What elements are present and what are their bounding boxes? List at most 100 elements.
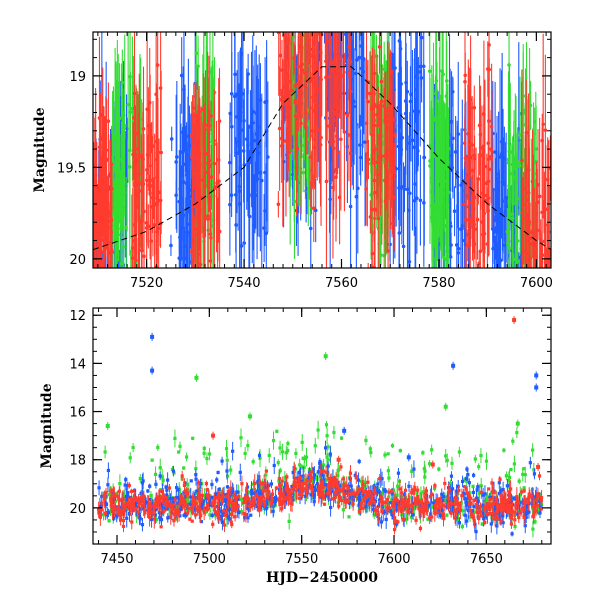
data-point <box>366 330 370 334</box>
data-point <box>401 244 406 249</box>
data-point <box>427 69 432 73</box>
data-point <box>368 91 372 96</box>
data-point <box>349 24 353 28</box>
data-point <box>283 14 287 18</box>
data-point <box>409 515 413 519</box>
data-point <box>290 484 294 489</box>
data-point <box>288 0 292 2</box>
data-point <box>391 488 396 492</box>
data-point <box>268 497 272 501</box>
data-point <box>146 143 151 148</box>
data-point <box>122 492 126 497</box>
data-point <box>415 196 419 201</box>
data-point <box>548 269 552 273</box>
data-point <box>276 202 281 207</box>
data-point <box>363 140 367 144</box>
data-point <box>523 250 528 255</box>
data-point <box>312 476 316 480</box>
data-point <box>185 495 189 499</box>
data-point <box>158 474 162 478</box>
data-point <box>498 258 503 262</box>
data-point <box>365 28 369 32</box>
data-point <box>108 315 112 319</box>
data-point <box>393 66 397 70</box>
data-point <box>121 171 126 176</box>
data-point <box>106 119 111 123</box>
data-point <box>202 493 207 498</box>
data-point <box>474 496 479 500</box>
data-point <box>202 226 206 231</box>
data-point <box>122 282 126 286</box>
data-point <box>403 111 408 116</box>
data-point <box>501 156 506 161</box>
data-point <box>181 130 185 135</box>
data-point <box>320 467 324 472</box>
data-point <box>492 508 497 512</box>
data-point <box>155 175 160 180</box>
data-point <box>354 194 359 199</box>
data-point <box>423 469 427 473</box>
data-point <box>535 228 540 233</box>
data-point <box>115 85 120 90</box>
data-point <box>369 107 374 111</box>
data-point <box>296 64 301 69</box>
data-point <box>202 451 206 455</box>
data-point <box>262 226 266 230</box>
data-point <box>124 225 128 230</box>
data-point <box>327 124 331 128</box>
data-point <box>205 170 210 175</box>
data-point <box>234 223 238 227</box>
data-point <box>529 271 533 275</box>
data-point <box>520 327 524 331</box>
data-point <box>522 486 526 490</box>
data-point <box>377 45 382 49</box>
data-point <box>400 185 404 189</box>
data-point <box>312 473 316 477</box>
data-point <box>327 40 331 44</box>
data-point <box>211 26 215 30</box>
data-point <box>91 268 95 272</box>
data-point <box>318 465 322 469</box>
data-point <box>509 500 514 504</box>
data-point <box>534 147 538 151</box>
data-point <box>486 196 491 201</box>
data-point <box>457 450 461 454</box>
data-point <box>326 458 330 462</box>
data-point <box>307 38 311 43</box>
data-point <box>369 450 373 455</box>
data-point <box>445 513 449 517</box>
data-point <box>430 176 434 180</box>
data-point <box>287 519 291 523</box>
data-point <box>209 236 213 240</box>
data-point <box>92 278 96 282</box>
data-point <box>340 74 344 78</box>
data-point <box>382 488 386 492</box>
data-point <box>341 508 345 512</box>
data-point <box>531 448 535 452</box>
data-point <box>379 99 384 104</box>
data-point <box>96 205 101 209</box>
data-point <box>446 190 451 195</box>
data-point <box>343 481 347 485</box>
data-point <box>523 510 528 514</box>
data-point <box>448 481 453 486</box>
data-point <box>251 109 255 114</box>
data-point <box>465 479 469 483</box>
data-point <box>301 456 305 460</box>
data-point <box>510 216 515 221</box>
data-point <box>412 145 417 150</box>
data-point <box>410 469 414 473</box>
data-point <box>416 149 420 153</box>
data-point <box>156 445 160 450</box>
data-point <box>238 470 242 475</box>
data-point <box>395 508 399 512</box>
data-point <box>238 202 242 206</box>
data-point <box>347 133 351 137</box>
data-point <box>157 190 161 195</box>
data-point <box>305 0 309 3</box>
data-point <box>98 284 102 288</box>
data-point <box>101 290 105 294</box>
data-point <box>525 198 529 202</box>
data-point <box>465 467 469 471</box>
